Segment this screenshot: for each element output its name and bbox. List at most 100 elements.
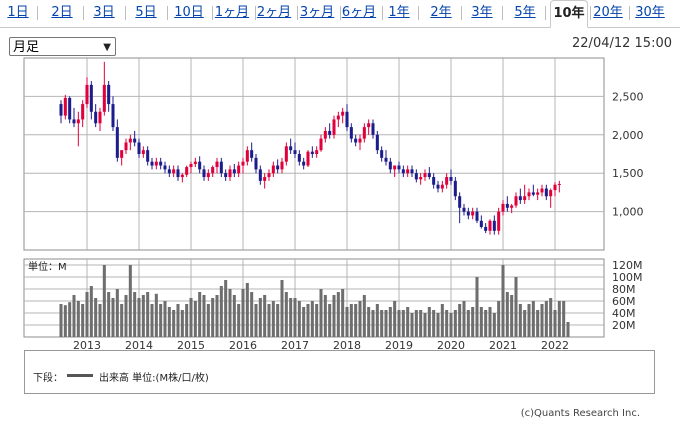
candle-body [167,169,171,174]
tab-separator [297,6,298,20]
volume-bar [501,265,505,337]
tab-3[interactable]: 5日 [135,5,157,20]
volume-tick-label: 20M [612,319,636,332]
tab-separator [255,6,256,20]
tab-2[interactable]: 3日 [93,5,115,20]
candle-body [401,169,405,174]
candle-body [449,177,453,181]
candle-body [137,142,141,154]
tab-6[interactable]: 2ヶ月 [256,5,292,20]
year-tick-label: 2018 [333,339,361,350]
tab-10[interactable]: 2年 [430,5,452,20]
candle-body [94,111,98,124]
candle-body [250,150,254,158]
tab-7[interactable]: 3ヶ月 [299,5,335,20]
candle-body [141,150,145,154]
volume-bar [219,286,223,337]
candle-body [254,157,258,170]
volume-bar [241,289,245,337]
tab-8[interactable]: 6ヶ月 [341,5,377,20]
volume-bar [497,301,501,337]
volume-bar [410,313,414,337]
tab-4[interactable]: 10日 [174,5,204,20]
tab-separator [167,6,168,20]
candle-body [302,161,306,166]
volume-bar [436,313,440,337]
tab-9[interactable]: 1年 [388,5,410,20]
price-tick-label: 1,000 [612,206,644,219]
volume-bar [531,301,535,337]
volume-bar [159,304,163,337]
legend-box: 下段： 出来高 単位:(M株/口/枚) [24,350,655,394]
volume-bar [297,301,301,337]
tab-14[interactable]: 20年 [593,5,623,20]
volume-bar [427,307,431,337]
volume-bar [562,301,566,337]
tab-11[interactable]: 3年 [471,5,493,20]
tab-5[interactable]: 1ヶ月 [214,5,250,20]
tab-1[interactable]: 2日 [51,5,73,20]
candle-body [146,150,150,162]
volume-bar [566,322,570,337]
candle-body [553,184,557,191]
volume-bar [284,292,288,337]
candle-body [544,188,548,197]
tab-separator [418,6,419,20]
volume-bar [176,304,180,337]
candle-body [267,173,271,178]
volume-bar [293,298,297,337]
candle-body [228,169,232,178]
candle-body [349,127,353,139]
tab-separator [382,6,383,20]
volume-bar [228,289,232,337]
stock-chart: 2,500 2,000 1,500 1,000 120M100M80M60M40M20M… [23,57,644,350]
volume-bar [397,310,401,337]
volume-bar [341,289,345,337]
tab-12[interactable]: 5年 [514,5,536,20]
tab-separator [590,6,591,20]
volume-bar [406,307,410,337]
candle-body [306,151,310,166]
volume-tick-label: 40M [612,307,636,320]
tab-13[interactable]: 10年 [550,0,588,28]
volume-bar [133,292,137,337]
year-tick-label: 2021 [489,339,517,350]
volume-bar [462,301,466,337]
candle-body [492,220,496,231]
candle-body [419,177,423,180]
candle-body [310,151,314,154]
candle-body [514,196,518,206]
candle-body [180,174,184,178]
volume-bar [328,304,332,337]
volume-bar [180,310,184,337]
candle-period-select[interactable]: 月足 ▼ [9,37,116,56]
candle-body [384,157,388,162]
volume-bar [172,310,176,337]
volume-bar [445,310,449,337]
candle-body [107,84,111,105]
candle-body [289,146,293,151]
candle-body [445,177,449,185]
tab-0[interactable]: 1日 [7,5,29,20]
candle-body [388,161,392,170]
candle-body [154,161,158,166]
candle-body [133,138,137,143]
candle-body [76,119,80,124]
candle-body [245,150,249,162]
volume-bar [154,293,158,337]
candle-body [536,192,540,195]
volume-bar [215,295,219,337]
tab-separator [629,6,630,20]
candle-body [336,115,340,120]
year-tick-label: 2017 [281,339,309,350]
volume-bar [68,302,72,337]
price-tick-label: 2,500 [612,90,644,103]
price-tick-label: 1,500 [612,167,644,180]
candle-body [124,142,128,151]
volume-bar [310,301,314,337]
volume-bar [271,301,275,337]
candle-body [453,180,457,197]
tab-15[interactable]: 30年 [635,5,665,20]
candle-body [258,169,262,181]
candle-body [328,130,332,135]
